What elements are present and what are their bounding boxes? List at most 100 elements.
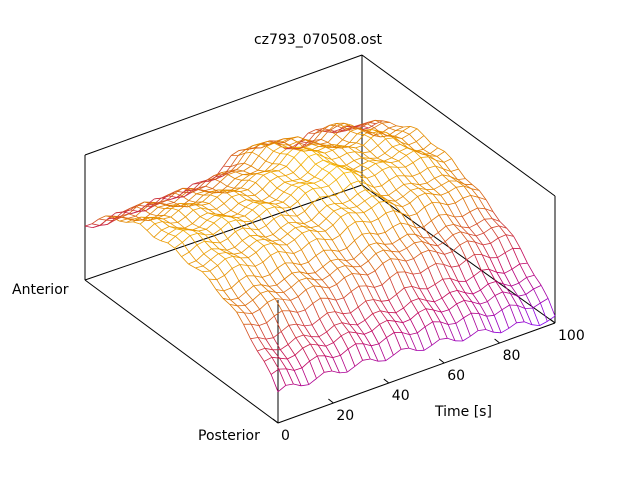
mesh-line [333, 325, 342, 337]
mesh-line [198, 228, 207, 232]
mesh-line [298, 139, 306, 144]
mesh-line [272, 234, 281, 241]
mesh-line [181, 256, 189, 265]
mesh-line [383, 157, 392, 162]
mesh-line [289, 141, 298, 146]
mesh-line [318, 205, 328, 213]
mesh-line [416, 141, 424, 150]
mesh-line [533, 288, 541, 304]
mesh-line [306, 133, 316, 143]
mesh-line [389, 166, 398, 177]
mesh-line [438, 214, 447, 227]
mesh-line [297, 296, 306, 311]
mesh-line [350, 130, 358, 135]
mesh-line [223, 214, 231, 218]
mesh-line [231, 196, 239, 204]
mesh-line [302, 343, 311, 349]
mesh-line [253, 201, 261, 205]
mesh-line [306, 277, 315, 281]
mesh-line [300, 164, 309, 173]
mesh-line [396, 125, 404, 128]
mesh-line [137, 205, 146, 212]
mesh-line [540, 285, 549, 299]
mesh-line [302, 347, 310, 362]
mesh-line [264, 169, 272, 172]
mesh-line [384, 146, 393, 154]
mesh-line [339, 157, 347, 166]
mesh-line [271, 356, 280, 359]
mesh-line [163, 216, 171, 220]
mesh-line [356, 332, 365, 335]
mesh-line [375, 249, 384, 254]
mesh-line [314, 168, 323, 178]
mesh-line [265, 236, 273, 242]
mesh-line [412, 172, 421, 177]
mesh-line [502, 291, 511, 294]
mesh-line [336, 277, 345, 285]
mesh-line [337, 265, 346, 269]
mesh-line [357, 133, 365, 136]
mesh-line [266, 206, 275, 210]
mesh-line [281, 144, 289, 149]
mesh-line [383, 249, 392, 252]
mesh-line [348, 208, 357, 214]
mesh-line [254, 266, 263, 278]
mesh-line [209, 270, 218, 280]
mesh-line [290, 296, 299, 301]
mesh-line [448, 191, 456, 204]
mesh-line [209, 278, 217, 281]
mesh-line [464, 292, 473, 303]
mesh-line [252, 203, 261, 211]
mesh-line [432, 193, 441, 204]
mesh-line [360, 160, 369, 166]
mesh-line [450, 278, 458, 291]
mesh-line [261, 274, 270, 278]
mesh-line [268, 286, 277, 293]
mesh-line [457, 290, 465, 301]
mesh-line [328, 284, 337, 289]
mesh-line [303, 219, 312, 225]
mesh-line [354, 151, 362, 159]
mesh-line [450, 171, 459, 180]
mesh-line [168, 195, 177, 198]
mesh-line [283, 292, 291, 301]
mesh-line [518, 282, 527, 295]
mesh-line [301, 232, 310, 244]
mesh-line [471, 188, 479, 198]
mesh-line [446, 214, 455, 218]
mesh-line [321, 286, 330, 289]
mesh-line [402, 126, 411, 132]
mesh-line [421, 241, 430, 245]
mesh-line [300, 261, 309, 266]
mesh-line [226, 190, 234, 194]
mesh-line [286, 239, 295, 246]
mesh-line [254, 188, 263, 196]
mesh-line [389, 121, 397, 127]
mesh-line [320, 139, 329, 143]
mesh-line [224, 275, 232, 289]
mesh-line [388, 127, 396, 131]
mesh-line [379, 319, 388, 325]
mesh-line [428, 249, 437, 264]
mesh-line [334, 322, 343, 326]
mesh-line [174, 247, 182, 257]
mesh-line [426, 300, 435, 303]
mesh-line [289, 310, 297, 325]
mesh-line [249, 235, 258, 241]
mesh-line [416, 206, 425, 215]
mesh-line [282, 194, 292, 203]
mesh-line [240, 257, 248, 266]
mesh-line [369, 232, 378, 244]
mesh-line [383, 160, 391, 163]
mesh-line [317, 230, 326, 232]
mesh-line [355, 144, 364, 149]
mesh-line [347, 151, 355, 154]
mesh-line [313, 285, 322, 288]
mesh-line [393, 210, 401, 224]
mesh-line [348, 146, 356, 149]
mesh-line [216, 190, 226, 198]
mesh-line [373, 122, 383, 129]
mesh-line [209, 265, 218, 272]
mesh-line [408, 141, 417, 146]
mesh-line [346, 247, 355, 260]
